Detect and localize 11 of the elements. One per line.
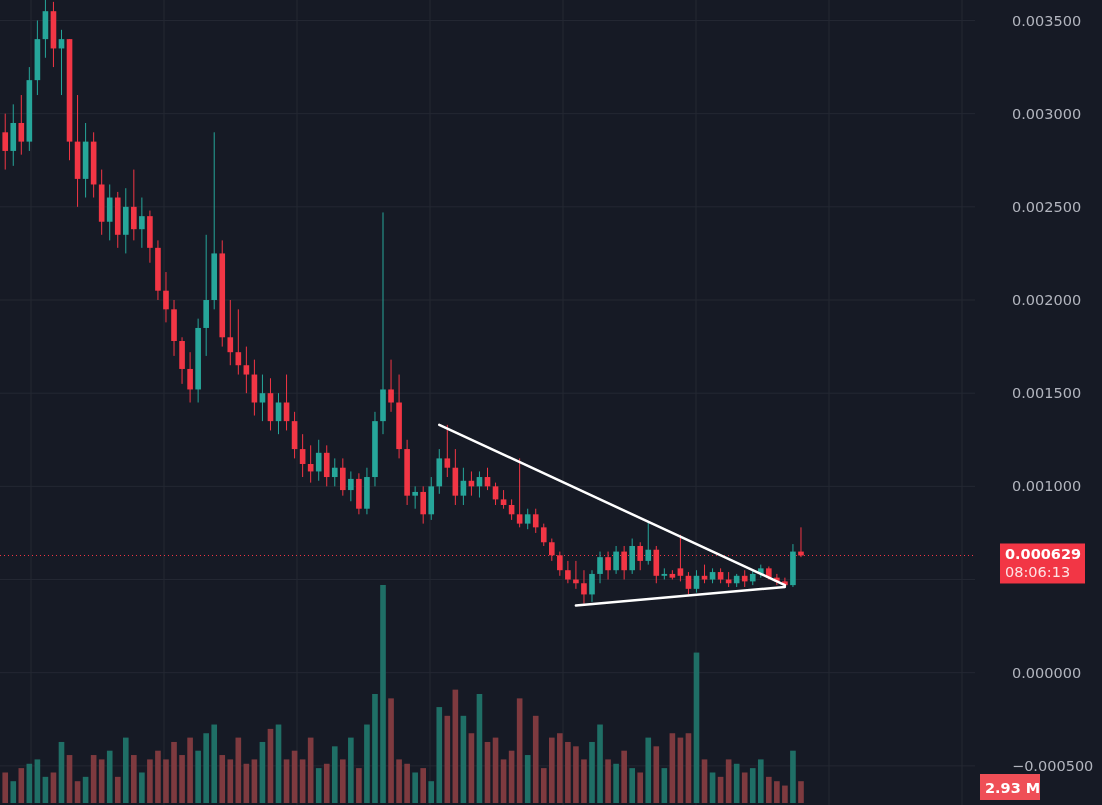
text: 08:06:13 (1005, 564, 1071, 581)
y-tick-label: 0.001500 (1012, 385, 1082, 402)
y-tick-label: 0.002500 (1012, 198, 1082, 215)
y-tick-label: 0.000000 (1012, 664, 1082, 681)
y-tick-label: 0.003500 (1012, 12, 1082, 29)
ref-line-label: 0.000629 (1005, 546, 1082, 563)
text: 2.93 M (985, 780, 1041, 796)
y-tick-label: 0.001000 (1012, 478, 1082, 495)
y-tick-label: 0.003000 (1012, 105, 1082, 122)
y-tick-label: −0.000500 (1012, 758, 1094, 775)
y-tick-label: 0.002000 (1012, 292, 1082, 309)
